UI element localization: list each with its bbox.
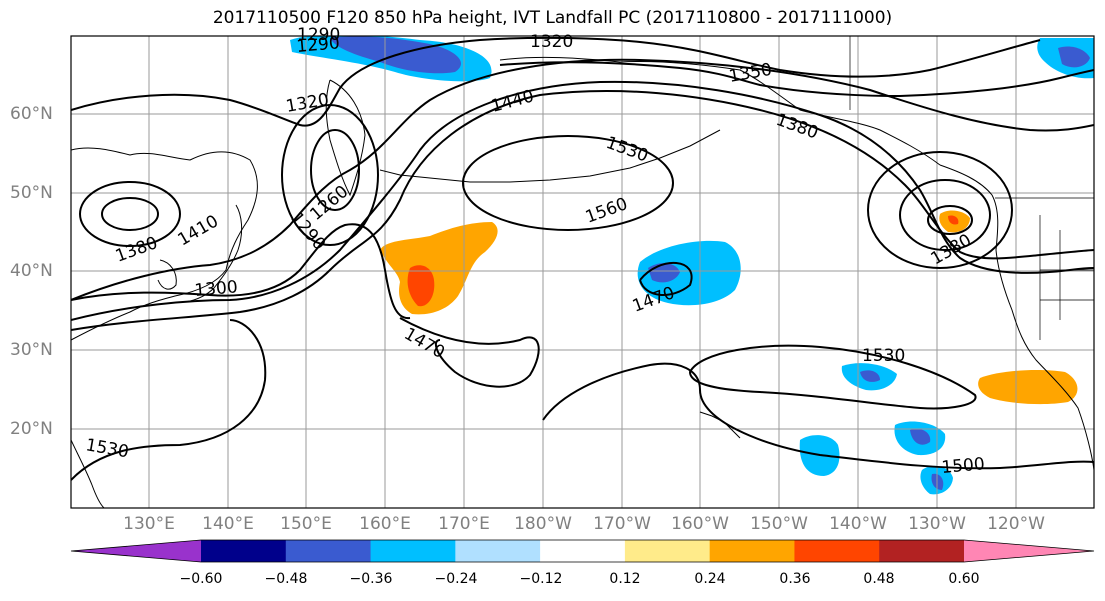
neg-anomaly-sub-3-core <box>910 428 931 445</box>
contour-low-kamchatka-inner <box>310 129 360 211</box>
contour-label: 1530 <box>862 346 905 366</box>
coastline-korea <box>157 259 177 290</box>
lat-label-20n: 20°N <box>10 419 53 439</box>
colorbar-tick-label: 0.12 <box>609 571 641 587</box>
pos-anomaly-northeast-core <box>948 215 959 225</box>
lon-label-140w: 140°W <box>829 514 887 534</box>
colorbar-tick-label: 0.48 <box>863 571 895 587</box>
colorbar <box>70 539 1095 563</box>
colorbar-tick-label: −0.36 <box>349 571 393 587</box>
contour-1560-band <box>71 223 411 320</box>
colorbar-segment <box>879 540 965 562</box>
contour-1530-southwest <box>71 319 267 481</box>
map-title: 2017110500 F120 850 hPa height, IVT Land… <box>212 8 893 28</box>
lon-label-160e: 160°E <box>359 514 411 534</box>
colorbar-tick-label: 0.24 <box>694 571 726 587</box>
contour-high-aleutian <box>462 135 674 231</box>
lon-label-170w: 170°W <box>593 514 651 534</box>
contour-1410-band <box>71 58 1094 301</box>
map-frame <box>70 35 1095 509</box>
neg-anomaly-north-2-core <box>1058 46 1090 68</box>
coastline-north-america <box>939 164 1094 471</box>
colorbar-segment <box>370 540 456 562</box>
contour-label: 1500 <box>941 454 986 478</box>
height-contours <box>71 36 1094 481</box>
colorbar-tick-label: 0.36 <box>779 571 811 587</box>
colorbar-tick-label: −0.60 <box>179 571 223 587</box>
colorbar-segment <box>624 540 711 562</box>
lat-label-50n: 50°N <box>10 183 53 203</box>
lat-label-30n: 30°N <box>10 340 53 360</box>
colorbar-tick-label: 0.60 <box>948 571 980 587</box>
coastline-japan <box>185 204 243 303</box>
contour-1380-band <box>71 89 1094 331</box>
contour-1530-east <box>688 344 977 410</box>
colorbar-extend-high <box>964 540 1094 562</box>
lon-label-150e: 150°E <box>280 514 332 534</box>
colorbar-tick-label: −0.24 <box>434 571 478 587</box>
lon-label-150w: 150°W <box>750 514 808 534</box>
contour-low-northeast-outer <box>867 151 1013 269</box>
neg-anomaly-sub-1-core <box>860 370 880 382</box>
contour-low-west-inner <box>101 197 159 231</box>
colorbar-segment <box>540 540 626 562</box>
contour-low-central <box>639 261 693 297</box>
lon-label-120w: 120°W <box>987 514 1045 534</box>
lon-label-180w: 180°W <box>514 514 572 534</box>
contour-label: 1290 <box>296 33 341 57</box>
contour-1320-north <box>71 36 1041 127</box>
contour-low-west-outer <box>79 181 181 247</box>
colorbar-tick-label: −0.12 <box>519 571 563 587</box>
contour-low-northeast-mid <box>899 179 991 251</box>
lat-label-40n: 40°N <box>10 261 53 281</box>
contour-1470-loop <box>399 317 540 388</box>
colorbar-outline <box>70 539 1095 563</box>
lon-label-130w: 130°W <box>908 514 966 534</box>
contour-low-northeast-inner <box>927 205 973 235</box>
colorbar-extend-low <box>71 540 201 562</box>
contour-label: 1320 <box>530 32 573 52</box>
coastline-kamchatka <box>325 79 366 197</box>
lat-label-60n: 60°N <box>10 104 53 124</box>
colorbar-segment <box>794 540 880 562</box>
contour-1350-north <box>499 61 1094 98</box>
neg-anomaly-central <box>637 240 741 306</box>
colorbar-segment <box>201 540 287 562</box>
coastline-aleutians <box>379 129 721 183</box>
pos-anomaly-east <box>978 370 1078 405</box>
lon-label-160w: 160°W <box>671 514 729 534</box>
lon-label-130e: 130°E <box>123 514 175 534</box>
colorbar-tick-label: −0.48 <box>264 571 308 587</box>
colorbar-segment <box>285 540 372 562</box>
pos-anomaly-west-pacific-core <box>407 265 435 307</box>
colorbar-segment <box>455 540 541 562</box>
lon-label-170e: 170°E <box>438 514 490 534</box>
border-us-states <box>1039 215 1094 340</box>
coastline-philippines <box>71 439 105 508</box>
contour-1440-band <box>71 80 1094 321</box>
lon-label-140e: 140°E <box>202 514 254 534</box>
contour-1500-south <box>542 362 1094 470</box>
colorbar-segment <box>709 540 795 562</box>
contour-label: 1290 <box>297 25 340 45</box>
contour-label: 1300 <box>194 277 239 301</box>
